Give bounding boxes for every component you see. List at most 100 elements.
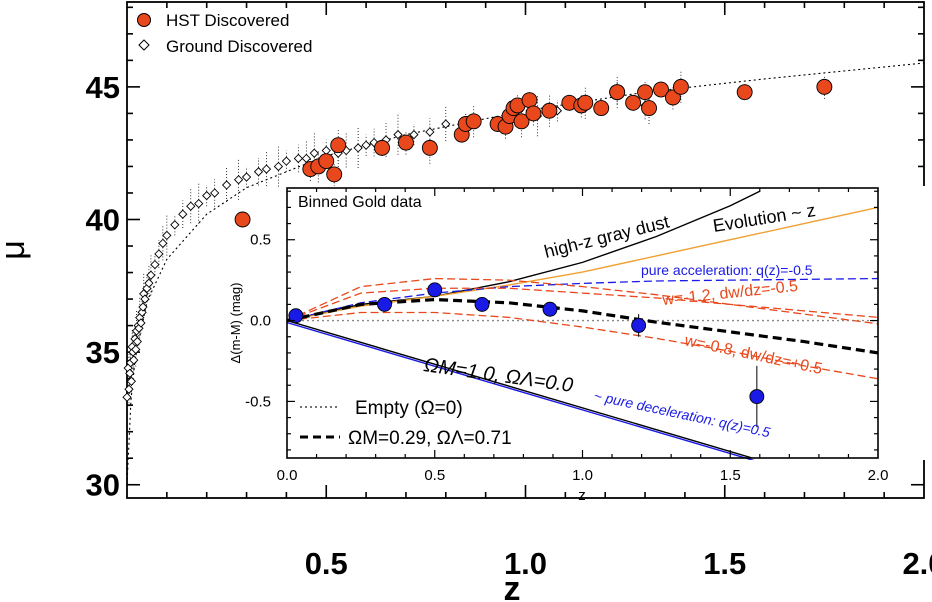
- ground-point: [194, 198, 204, 209]
- main-x-tick-labels: 0.5 1.0 1.5 2.0: [305, 546, 932, 581]
- ground-point: [253, 167, 264, 177]
- ground-point: [309, 148, 319, 158]
- inset-chart: 0.0 0.5 1.0 1.5 2.0 -0.5 0.0 0.5 z Δ(m-M…: [228, 186, 927, 504]
- hst-point: [816, 78, 833, 95]
- inset-curve: [287, 321, 755, 460]
- hst-point: [641, 100, 657, 117]
- ground-point: [158, 238, 168, 249]
- hst-point: [577, 94, 594, 111]
- hst-point: [653, 81, 669, 98]
- ground-point: [425, 127, 435, 137]
- main-x-tick-label: 1.0: [504, 546, 547, 581]
- inset-x-tick-label: 1.0: [572, 467, 593, 484]
- ground-point: [138, 302, 148, 312]
- hst-point: [664, 89, 681, 106]
- inset-x-tick-labels: 0.0 0.5 1.0 1.5 2.0: [277, 467, 889, 484]
- ground-point: [241, 172, 252, 182]
- ground-point: [154, 249, 164, 259]
- binned-point: [542, 301, 558, 317]
- hst-point: [521, 92, 538, 109]
- ground-point: [281, 156, 292, 166]
- inset-y-tick-labels: -0.5 0.0 0.5: [245, 232, 271, 411]
- main-y-axis-label: μ: [0, 240, 32, 260]
- inset-title: Binned Gold data: [298, 194, 422, 211]
- main-legend: HST Discovered Ground Discovered: [137, 11, 312, 56]
- ground-point: [353, 143, 363, 153]
- ground-point: [361, 140, 371, 150]
- ground-point: [221, 180, 232, 190]
- hst-point: [525, 105, 542, 122]
- hst-point: [421, 139, 438, 156]
- hst-point: [330, 137, 347, 154]
- inset-curve: [287, 277, 878, 325]
- inset-legend: Empty (Ω=0) ΩM=0.29, ΩΛ=0.71: [300, 398, 512, 449]
- ground-point: [202, 190, 212, 201]
- inset-curve: [287, 287, 878, 322]
- inset-x-tick-label: 2.0: [868, 467, 889, 484]
- legend-hst-marker: [137, 13, 151, 27]
- ground-point: [210, 188, 220, 198]
- legend-empty-label: Empty (Ω=0): [355, 398, 463, 419]
- ground-point: [144, 278, 154, 288]
- ground-point: [131, 344, 141, 355]
- main-x-axis-label: z: [504, 570, 521, 602]
- inset-y-tick-label: -0.5: [245, 393, 271, 410]
- ground-point: [124, 384, 134, 394]
- inset-y-tick-label: 0.0: [250, 313, 271, 330]
- ground-point: [146, 270, 156, 280]
- binned-point: [377, 296, 392, 312]
- inset-curve: [287, 311, 878, 380]
- hst-point: [374, 139, 390, 156]
- binned-point: [749, 389, 765, 405]
- ground-point: [140, 294, 150, 304]
- ground-point: [178, 209, 188, 219]
- ground-point: [132, 336, 142, 347]
- ground-point: [393, 129, 403, 140]
- inset-curve: [287, 319, 755, 458]
- hst-point: [593, 100, 610, 117]
- hst-point: [318, 153, 335, 170]
- ground-point: [122, 392, 132, 402]
- inset-x-tick-label: 0.5: [424, 467, 445, 484]
- hst-point: [637, 84, 653, 101]
- ground-point: [186, 201, 196, 211]
- ground-point: [293, 153, 303, 164]
- ground-point: [126, 376, 137, 386]
- hst-point: [398, 134, 414, 151]
- ground-point: [369, 137, 379, 148]
- binned-point: [474, 296, 490, 312]
- hst-point: [326, 166, 343, 183]
- hst-point: [609, 84, 626, 101]
- legend-hst-label: HST Discovered: [166, 11, 289, 30]
- inset-y-axis-label: Δ(m-M) (mag): [228, 283, 243, 364]
- binned-point: [288, 308, 304, 324]
- hst-point: [625, 94, 642, 111]
- ground-point: [162, 230, 172, 241]
- main-x-tick-label: 1.5: [703, 546, 746, 581]
- main-y-tick-label: 35: [86, 335, 120, 370]
- hst-point: [541, 102, 558, 119]
- inset-axis-ticks: [287, 188, 878, 458]
- main-y-tick-labels: 30 35 40 45: [86, 70, 120, 503]
- legend-lcdm-label: ΩM=0.29, ΩΛ=0.71: [348, 428, 512, 449]
- legend-ground-label: Ground Discovered: [166, 37, 312, 56]
- ground-point: [261, 164, 272, 174]
- legend-ground-marker: [138, 39, 150, 51]
- main-x-tick-label: 0.5: [305, 546, 348, 581]
- inset-x-tick-label: 1.5: [720, 467, 741, 484]
- ground-point: [125, 368, 135, 378]
- hst-point: [513, 113, 530, 130]
- hst-point: [234, 211, 251, 228]
- ground-point: [441, 119, 451, 129]
- binned-point: [427, 282, 443, 298]
- ground-point: [150, 259, 160, 270]
- hst-point: [736, 84, 753, 101]
- hst-points: [234, 78, 833, 228]
- ground-point: [233, 175, 244, 185]
- inset-y-tick-label: 0.5: [250, 232, 271, 249]
- inset-x-axis-label: z: [578, 487, 586, 504]
- inset-x-tick-label: 0.0: [277, 467, 298, 484]
- main-y-tick-label: 40: [86, 202, 120, 237]
